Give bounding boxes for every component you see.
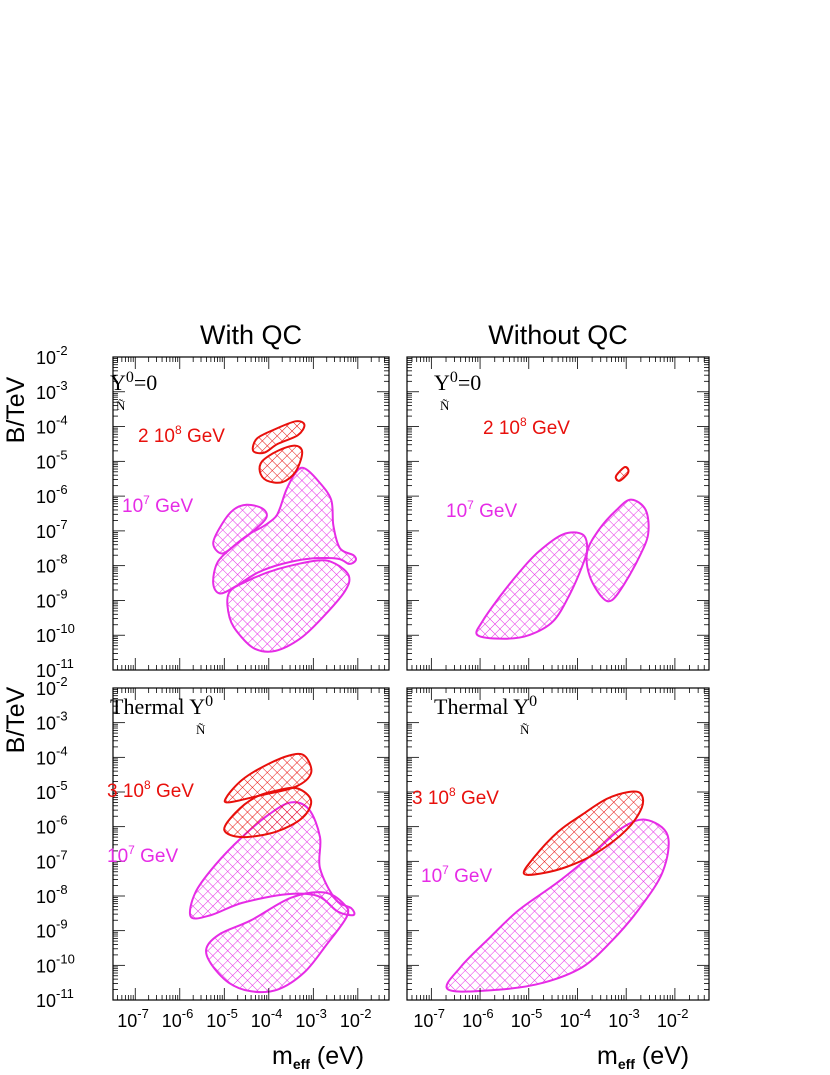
y-tick-label: 10-3 bbox=[36, 709, 68, 734]
x-tick-label: 10-6 bbox=[162, 1006, 194, 1031]
series-label-red: 3 108 GeV bbox=[412, 785, 499, 809]
y-tick-label: 10-10 bbox=[36, 951, 75, 976]
panel-condition-subscript: Ñ bbox=[116, 398, 126, 413]
y-tick-label: 10-11 bbox=[36, 656, 74, 681]
axis-ticks bbox=[113, 357, 390, 671]
panel-condition-subscript: Ñ bbox=[196, 722, 206, 737]
region-red-2 bbox=[223, 786, 313, 839]
y-axis-label: B/TeV bbox=[2, 376, 30, 443]
y-tick-label: 10-4 bbox=[36, 413, 68, 438]
x-tick-label: 10-3 bbox=[608, 1006, 640, 1031]
y-tick-label: 10-9 bbox=[36, 586, 68, 611]
series-label-magenta: 107 GeV bbox=[107, 843, 178, 867]
series-label-red: 2 108 GeV bbox=[138, 423, 225, 447]
panel-condition-subscript: Ñ bbox=[440, 398, 450, 413]
y-tick-label: 10-8 bbox=[36, 552, 68, 577]
region-magenta-2 bbox=[205, 891, 350, 994]
series-label-red: 2 108 GeV bbox=[483, 415, 570, 439]
panel-top-right: Y0=0 Ñ 2 108 GeV 107 GeV bbox=[406, 356, 710, 671]
panel-condition-subscript: Ñ bbox=[520, 722, 530, 737]
series-label-magenta: 107 GeV bbox=[122, 493, 193, 517]
y-axis-label: B/TeV bbox=[2, 686, 30, 753]
x-tick-label: 10-5 bbox=[206, 1006, 238, 1031]
y-tick-label: 10-3 bbox=[36, 378, 68, 403]
x-tick-label: 10-2 bbox=[340, 1006, 372, 1031]
column-title-with-qc: With QC bbox=[200, 320, 302, 350]
y-tick-label: 10-5 bbox=[36, 778, 68, 803]
column-title-without-qc: Without QC bbox=[488, 320, 628, 350]
x-tick-label: 10-7 bbox=[413, 1006, 445, 1031]
y-tick-label: 10-11 bbox=[36, 986, 74, 1011]
region-magenta-1 bbox=[212, 466, 357, 595]
region-magenta-1 bbox=[188, 801, 356, 920]
panel-top-left: Y0=0 Ñ 2 108 GeV 107 GeV 10-2 10-3 10-4 10-5 10-… bbox=[36, 343, 390, 681]
region-magenta-2 bbox=[212, 503, 268, 555]
panel-bottom-right: Thermal Y0 Ñ 3 108 GeV 107 GeV 10-7 10-6 10-5 1… bbox=[406, 687, 710, 1031]
y-tick-label: 10-4 bbox=[36, 743, 68, 768]
y-tick-label: 10-7 bbox=[36, 847, 68, 872]
y-tick-label: 10-8 bbox=[36, 882, 68, 907]
axis-ticks bbox=[113, 688, 390, 1001]
x-tick-label: 10-6 bbox=[462, 1006, 494, 1031]
x-tick-label: 10-5 bbox=[511, 1006, 543, 1031]
x-tick-label: 10-4 bbox=[251, 1006, 283, 1031]
y-tick-label: 10-6 bbox=[36, 813, 68, 838]
region-red-2 bbox=[258, 444, 304, 484]
panel-condition-label: Y0=0 bbox=[434, 369, 481, 395]
panel-condition-label: Y0=0 bbox=[110, 369, 157, 395]
x-axis-label: meff (eV) bbox=[272, 1042, 364, 1072]
axis-ticks bbox=[407, 688, 710, 1001]
series-label-magenta: 107 GeV bbox=[446, 498, 517, 522]
region-magenta-1 bbox=[445, 818, 670, 993]
y-tick-label: 10-5 bbox=[36, 447, 68, 472]
region-red-1 bbox=[614, 466, 630, 482]
x-tick-label: 10-4 bbox=[559, 1006, 591, 1031]
panel-condition-label: Thermal Y0 bbox=[434, 693, 537, 719]
x-axis-label: meff (eV) bbox=[597, 1042, 689, 1072]
region-red-1 bbox=[251, 420, 306, 455]
y-tick-label: 10-2 bbox=[36, 674, 68, 699]
x-tick-label: 10-2 bbox=[657, 1006, 689, 1031]
y-tick-label: 10-6 bbox=[36, 482, 68, 507]
y-tick-label: 10-10 bbox=[36, 621, 75, 646]
region-magenta-2 bbox=[585, 498, 650, 603]
panel-bottom-left: Thermal Y0 Ñ 3 108 GeV 107 GeV 10-2 10-3 10-4 1… bbox=[36, 674, 390, 1031]
x-tick-label: 10-7 bbox=[117, 1006, 149, 1031]
y-tick-label: 10-7 bbox=[36, 517, 68, 542]
series-label-red: 3 108 GeV bbox=[107, 778, 194, 802]
axis-ticks bbox=[407, 357, 710, 671]
region-magenta-3 bbox=[226, 559, 351, 653]
x-tick-label: 10-3 bbox=[295, 1006, 327, 1031]
region-red-1 bbox=[223, 752, 313, 804]
region-red-1 bbox=[522, 790, 645, 876]
region-magenta-1 bbox=[475, 531, 589, 640]
y-tick-label: 10-9 bbox=[36, 917, 68, 942]
panel-condition-label: Thermal Y0 bbox=[110, 693, 213, 719]
y-tick-label: 10-2 bbox=[36, 343, 68, 368]
series-label-magenta: 107 GeV bbox=[421, 863, 492, 887]
